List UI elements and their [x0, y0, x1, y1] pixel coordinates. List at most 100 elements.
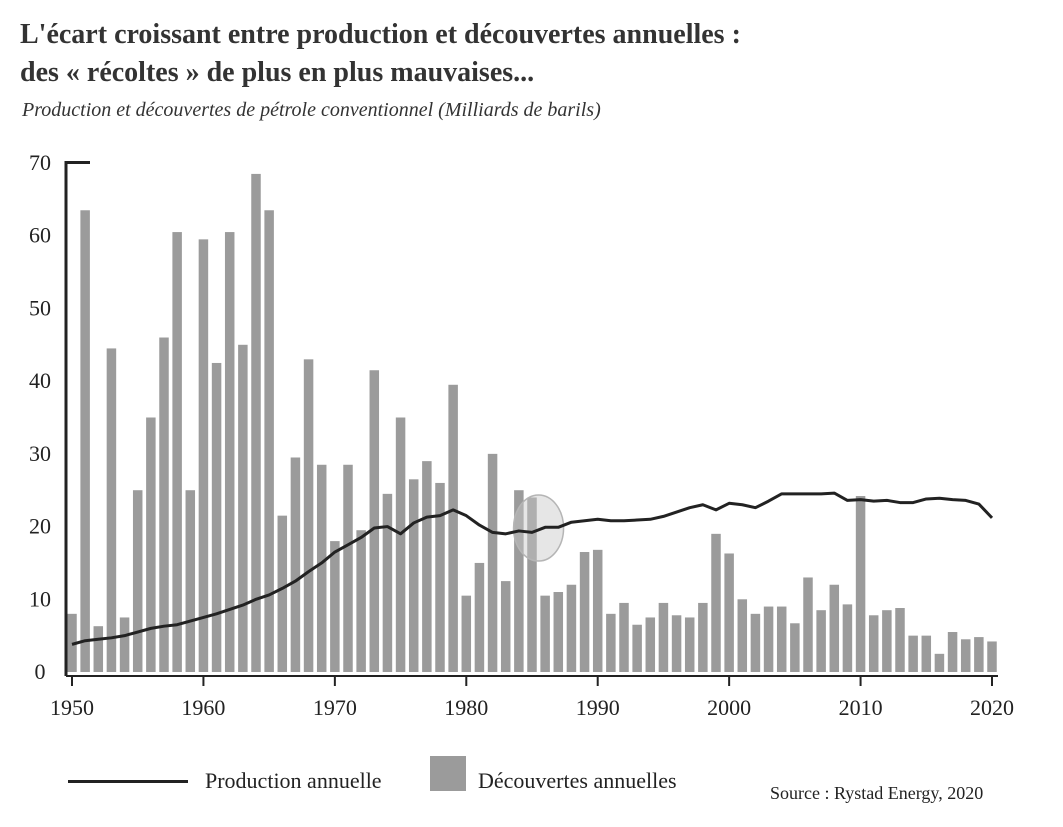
legend-line-marker [68, 780, 188, 783]
bar-2000 [724, 553, 734, 672]
bar-1997 [684, 617, 695, 672]
y-tick-label-10: 10 [29, 586, 51, 611]
legend-bar-swatch [430, 756, 466, 791]
bar-1977 [422, 461, 432, 672]
bar-1958 [172, 232, 182, 672]
bar-1988 [566, 584, 577, 672]
y-tick-label-0: 0 [35, 659, 46, 684]
bar-2018 [960, 639, 971, 672]
chart-title-line-1: L'écart croissant entre production et dé… [20, 19, 741, 50]
y-axis-ticks: 0 10 20 30 40 50 60 70 [29, 150, 51, 684]
bar-1963 [238, 344, 248, 672]
chart-subtitle: Production et découvertes de pétrole con… [22, 99, 601, 121]
highlight-ellipse [512, 494, 565, 562]
bar-1986 [540, 595, 550, 672]
axes [64, 161, 998, 677]
x-tick-label-1980: 1980 [444, 695, 488, 720]
x-tick-label-2020: 2020 [970, 695, 1014, 720]
bar-1966 [277, 515, 288, 672]
bar-1951 [80, 210, 90, 672]
bar-1987 [553, 592, 564, 672]
y-tick-label-20: 20 [29, 514, 51, 539]
bar-2016 [934, 653, 945, 672]
bar-1983 [500, 581, 511, 672]
bar-1968 [303, 359, 314, 672]
y-tick-label-60: 60 [29, 223, 51, 248]
bar-2001 [737, 599, 748, 672]
bar-1982 [487, 453, 498, 672]
legend-label-production: Production annuelle [205, 768, 382, 793]
bar-2009 [842, 604, 853, 672]
bar-1974 [382, 493, 393, 672]
bar-2019 [974, 637, 984, 672]
bar-2007 [816, 610, 826, 672]
y-tick-label-50: 50 [29, 295, 51, 320]
bar-2012 [882, 610, 892, 672]
bar-1979 [448, 384, 458, 672]
bar-2015 [921, 635, 932, 672]
x-tick-label-2010: 2010 [839, 695, 883, 720]
bar-1970 [330, 541, 340, 672]
bar-1962 [224, 232, 235, 672]
bar-1998 [698, 602, 708, 672]
bar-1991 [606, 613, 616, 672]
bar-1973 [369, 370, 380, 672]
bar-2017 [947, 632, 958, 672]
x-tick-label-1950: 1950 [50, 695, 94, 720]
bar-1980 [461, 595, 472, 672]
bar-1994 [645, 617, 656, 672]
y-tick-label-70: 70 [29, 150, 51, 175]
bar-1957 [159, 337, 169, 672]
bar-series-decouvertes [67, 173, 997, 672]
production-line [71, 491, 994, 646]
bar-1993 [632, 624, 642, 672]
bar-2003 [763, 606, 774, 672]
bar-1959 [185, 490, 196, 672]
bar-1960 [198, 239, 209, 672]
bar-2002 [750, 613, 761, 672]
bar-1984 [514, 490, 524, 672]
bar-1990 [592, 549, 603, 672]
bar-2006 [803, 577, 813, 672]
bar-1965 [264, 210, 274, 672]
bar-1999 [711, 533, 721, 672]
bar-1952 [93, 626, 104, 672]
y-tick-label-40: 40 [29, 368, 51, 393]
x-tick-label-1960: 1960 [181, 695, 225, 720]
x-tick-label-2000: 2000 [707, 695, 751, 720]
bar-2013 [895, 608, 905, 672]
legend-label-decouvertes: Découvertes annuelles [478, 768, 677, 793]
chart-title-line-2: des « récoltes » de plus en plus mauvais… [20, 57, 535, 88]
bar-1976 [408, 479, 419, 672]
y-tick-label-30: 30 [29, 441, 51, 466]
bar-2004 [776, 606, 787, 672]
bar-1996 [671, 615, 682, 672]
x-tick-label-1990: 1990 [576, 695, 620, 720]
bar-1971 [343, 464, 353, 672]
bar-2020 [987, 641, 997, 672]
bar-1954 [119, 617, 130, 672]
x-axis-ticks: 1950 1960 1970 1980 1990 2000 2010 2020 [50, 676, 1014, 720]
bar-1985 [527, 497, 537, 672]
bar-1981 [474, 562, 485, 672]
highlight-ellipse-group [512, 494, 565, 562]
bar-2014 [908, 635, 918, 672]
bar-1989 [579, 552, 590, 672]
bar-1953 [106, 348, 117, 672]
line-series-production [71, 491, 994, 646]
bar-1967 [290, 457, 301, 672]
bar-1955 [132, 490, 143, 672]
bar-1975 [395, 417, 406, 672]
bar-1961 [211, 362, 222, 672]
bar-1969 [316, 464, 327, 672]
bar-2010 [855, 496, 866, 672]
bar-2011 [868, 615, 879, 672]
bar-1964 [251, 173, 261, 672]
bar-1972 [356, 530, 366, 672]
bar-2005 [790, 623, 800, 672]
bar-1956 [146, 417, 156, 672]
bar-1992 [619, 602, 629, 672]
source-note: Source : Rystad Energy, 2020 [770, 783, 984, 803]
chart-title: L'écart croissant entre production et dé… [20, 16, 741, 92]
